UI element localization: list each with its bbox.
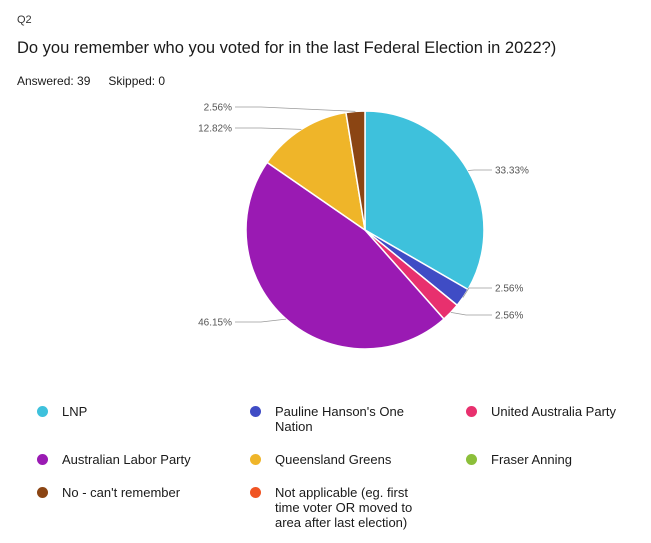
pie-chart: 33.33% 2.56% 2.56% 46.15% 12.82% 2.56% [198, 103, 529, 350]
slice-value-label: 46.15% [198, 318, 232, 329]
leader-line [235, 127, 302, 130]
slice-value-label: 2.56% [204, 103, 232, 114]
legend-label: Australian Labor Party [62, 452, 191, 467]
legend-swatch [37, 487, 48, 498]
chart-legend: LNP Pauline Hanson's One Nation United A… [0, 400, 651, 543]
pie-slice [345, 110, 366, 231]
legend-label: Fraser Anning [491, 452, 572, 467]
response-stats: Answered: 39 Skipped: 0 [17, 74, 183, 88]
slice-value-label: 33.33% [495, 166, 529, 177]
leader-line [235, 106, 356, 112]
legend-swatch [37, 454, 48, 465]
legend-label: Not applicable (eg. first time voter OR … [275, 485, 413, 530]
legend-item-not-applicable: Not applicable (eg. first time voter OR … [250, 485, 435, 530]
legend-label: United Australia Party [491, 404, 617, 419]
legend-swatch [250, 406, 261, 417]
legend-item-greens: Queensland Greens [250, 452, 435, 467]
answered-count: Answered: 39 [17, 74, 91, 88]
question-title: Do you remember who you voted for in the… [17, 39, 557, 57]
legend-label: Pauline Hanson's One Nation [275, 404, 404, 434]
pie-slice [364, 110, 485, 291]
legend-item-cant-remember: No - can't remember [37, 485, 222, 500]
slice-value-label: 2.56% [495, 311, 523, 322]
slice-value-label: 2.56% [495, 284, 523, 295]
pie-slice [245, 161, 445, 350]
legend-swatch [466, 406, 477, 417]
legend-swatch [250, 454, 261, 465]
leader-line [468, 169, 492, 171]
legend-item-labor: Australian Labor Party [37, 452, 222, 467]
legend-label: Queensland Greens [275, 452, 392, 467]
legend-swatch [250, 487, 261, 498]
legend-item-lnp: LNP [37, 404, 222, 419]
question-number: Q2 [17, 14, 32, 26]
legend-item-fraser-anning: Fraser Anning [466, 452, 651, 467]
slice-value-label: 12.82% [198, 124, 232, 135]
legend-item-uap: United Australia Party [466, 404, 651, 419]
skipped-count: Skipped: 0 [108, 74, 166, 88]
leader-line [450, 312, 492, 316]
leader-line [462, 287, 492, 298]
legend-label: No - can't remember [62, 485, 181, 500]
leader-line [235, 318, 287, 323]
legend-swatch [466, 454, 477, 465]
legend-item-one-nation: Pauline Hanson's One Nation [250, 404, 435, 434]
legend-label: LNP [62, 404, 88, 419]
pie-slice [266, 111, 367, 232]
legend-swatch [37, 406, 48, 417]
